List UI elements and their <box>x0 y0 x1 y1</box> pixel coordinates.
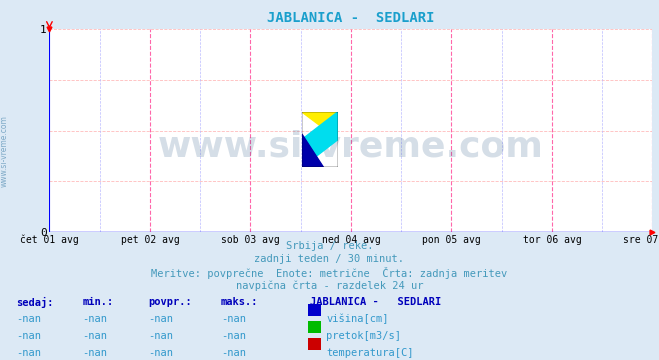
Text: -nan: -nan <box>82 331 107 341</box>
Text: temperatura[C]: temperatura[C] <box>326 348 414 358</box>
Text: maks.:: maks.: <box>221 297 258 307</box>
Text: višina[cm]: višina[cm] <box>326 314 389 324</box>
Text: navpična črta - razdelek 24 ur: navpična črta - razdelek 24 ur <box>236 280 423 291</box>
Polygon shape <box>302 112 338 167</box>
Text: sedaj:: sedaj: <box>16 297 54 308</box>
Text: www.si-vreme.com: www.si-vreme.com <box>158 130 544 164</box>
Text: www.si-vreme.com: www.si-vreme.com <box>0 115 9 187</box>
Text: -nan: -nan <box>221 348 246 358</box>
Text: povpr.:: povpr.: <box>148 297 192 307</box>
Polygon shape <box>302 112 338 139</box>
Polygon shape <box>302 134 324 167</box>
Text: -nan: -nan <box>82 314 107 324</box>
Text: min.:: min.: <box>82 297 113 307</box>
Text: -nan: -nan <box>148 314 173 324</box>
Text: -nan: -nan <box>148 331 173 341</box>
Text: pretok[m3/s]: pretok[m3/s] <box>326 331 401 341</box>
Text: JABLANICA -   SEDLARI: JABLANICA - SEDLARI <box>310 297 441 307</box>
Text: -nan: -nan <box>221 314 246 324</box>
Text: -nan: -nan <box>16 331 42 341</box>
Text: zadnji teden / 30 minut.: zadnji teden / 30 minut. <box>254 254 405 264</box>
Text: Srbija / reke.: Srbija / reke. <box>286 241 373 251</box>
Text: -nan: -nan <box>148 348 173 358</box>
Title: JABLANICA -  SEDLARI: JABLANICA - SEDLARI <box>267 11 435 25</box>
Text: -nan: -nan <box>82 348 107 358</box>
Text: Meritve: povprečne  Enote: metrične  Črta: zadnja meritev: Meritve: povprečne Enote: metrične Črta:… <box>152 267 507 279</box>
Text: -nan: -nan <box>16 348 42 358</box>
Text: -nan: -nan <box>16 314 42 324</box>
Text: -nan: -nan <box>221 331 246 341</box>
